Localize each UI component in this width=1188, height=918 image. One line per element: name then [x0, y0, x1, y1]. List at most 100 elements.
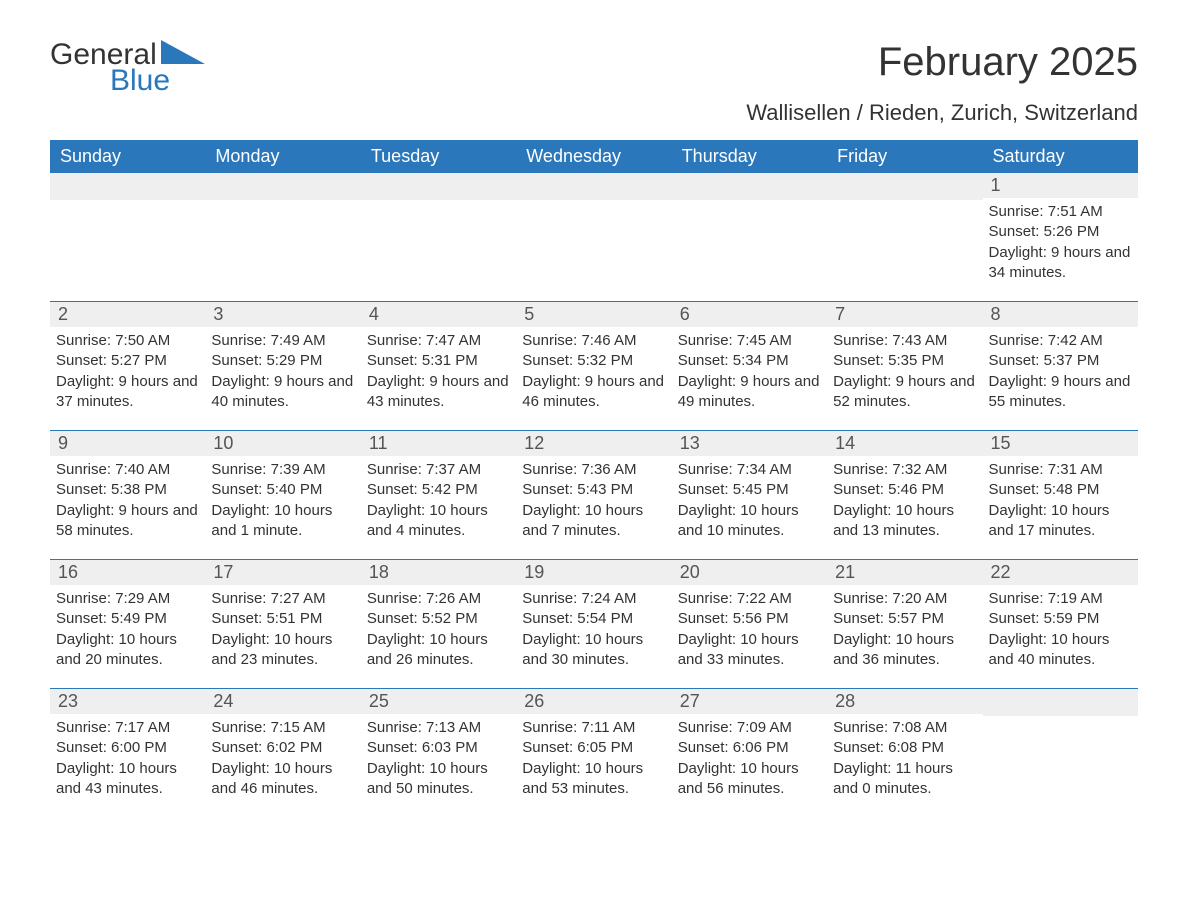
day-content: Sunrise: 7:15 AMSunset: 6:02 PMDaylight:…	[205, 714, 360, 807]
sunset-text: Sunset: 5:54 PM	[522, 609, 665, 629]
day-number: 26	[516, 689, 671, 714]
day-content: Sunrise: 7:27 AMSunset: 5:51 PMDaylight:…	[205, 585, 360, 678]
sunset-text: Sunset: 6:05 PM	[522, 738, 665, 758]
day-cell	[361, 173, 516, 301]
day-content: Sunrise: 7:36 AMSunset: 5:43 PMDaylight:…	[516, 456, 671, 549]
day-number: 4	[361, 302, 516, 327]
sunset-text: Sunset: 5:48 PM	[989, 480, 1132, 500]
day-cell: 11Sunrise: 7:37 AMSunset: 5:42 PMDayligh…	[361, 431, 516, 559]
sunset-text: Sunset: 5:32 PM	[522, 351, 665, 371]
daylight-text: Daylight: 10 hours and 30 minutes.	[522, 630, 665, 671]
day-content: Sunrise: 7:20 AMSunset: 5:57 PMDaylight:…	[827, 585, 982, 678]
sunset-text: Sunset: 5:35 PM	[833, 351, 976, 371]
day-number: 9	[50, 431, 205, 456]
day-cell	[827, 173, 982, 301]
daylight-text: Daylight: 10 hours and 56 minutes.	[678, 759, 821, 800]
daylight-text: Daylight: 9 hours and 46 minutes.	[522, 372, 665, 413]
day-content: Sunrise: 7:34 AMSunset: 5:45 PMDaylight:…	[672, 456, 827, 549]
sunset-text: Sunset: 5:38 PM	[56, 480, 199, 500]
sunrise-text: Sunrise: 7:27 AM	[211, 589, 354, 609]
sunset-text: Sunset: 6:00 PM	[56, 738, 199, 758]
day-content: Sunrise: 7:32 AMSunset: 5:46 PMDaylight:…	[827, 456, 982, 549]
day-content: Sunrise: 7:22 AMSunset: 5:56 PMDaylight:…	[672, 585, 827, 678]
day-cell: 23Sunrise: 7:17 AMSunset: 6:00 PMDayligh…	[50, 689, 205, 817]
week-row: 9Sunrise: 7:40 AMSunset: 5:38 PMDaylight…	[50, 430, 1138, 559]
daylight-text: Daylight: 9 hours and 52 minutes.	[833, 372, 976, 413]
daylight-text: Daylight: 10 hours and 50 minutes.	[367, 759, 510, 800]
day-cell	[50, 173, 205, 301]
day-content: Sunrise: 7:08 AMSunset: 6:08 PMDaylight:…	[827, 714, 982, 807]
week-row: 23Sunrise: 7:17 AMSunset: 6:00 PMDayligh…	[50, 688, 1138, 817]
day-number: 17	[205, 560, 360, 585]
sunrise-text: Sunrise: 7:34 AM	[678, 460, 821, 480]
sunrise-text: Sunrise: 7:31 AM	[989, 460, 1132, 480]
day-content: Sunrise: 7:43 AMSunset: 5:35 PMDaylight:…	[827, 327, 982, 420]
sunrise-text: Sunrise: 7:20 AM	[833, 589, 976, 609]
day-cell	[672, 173, 827, 301]
sunrise-text: Sunrise: 7:47 AM	[367, 331, 510, 351]
week-row: 16Sunrise: 7:29 AMSunset: 5:49 PMDayligh…	[50, 559, 1138, 688]
day-cell: 2Sunrise: 7:50 AMSunset: 5:27 PMDaylight…	[50, 302, 205, 430]
sunrise-text: Sunrise: 7:37 AM	[367, 460, 510, 480]
day-cell: 4Sunrise: 7:47 AMSunset: 5:31 PMDaylight…	[361, 302, 516, 430]
day-number: 23	[50, 689, 205, 714]
day-content: Sunrise: 7:40 AMSunset: 5:38 PMDaylight:…	[50, 456, 205, 549]
day-cell	[205, 173, 360, 301]
sunset-text: Sunset: 5:34 PM	[678, 351, 821, 371]
day-number	[205, 173, 360, 200]
day-content: Sunrise: 7:31 AMSunset: 5:48 PMDaylight:…	[983, 456, 1138, 549]
day-content: Sunrise: 7:45 AMSunset: 5:34 PMDaylight:…	[672, 327, 827, 420]
day-number: 25	[361, 689, 516, 714]
sunset-text: Sunset: 6:02 PM	[211, 738, 354, 758]
day-number	[827, 173, 982, 200]
day-number: 5	[516, 302, 671, 327]
day-content: Sunrise: 7:24 AMSunset: 5:54 PMDaylight:…	[516, 585, 671, 678]
sunrise-text: Sunrise: 7:39 AM	[211, 460, 354, 480]
week-row: 2Sunrise: 7:50 AMSunset: 5:27 PMDaylight…	[50, 301, 1138, 430]
day-cell: 14Sunrise: 7:32 AMSunset: 5:46 PMDayligh…	[827, 431, 982, 559]
day-cell: 7Sunrise: 7:43 AMSunset: 5:35 PMDaylight…	[827, 302, 982, 430]
sunrise-text: Sunrise: 7:50 AM	[56, 331, 199, 351]
day-content: Sunrise: 7:19 AMSunset: 5:59 PMDaylight:…	[983, 585, 1138, 678]
sunrise-text: Sunrise: 7:32 AM	[833, 460, 976, 480]
daylight-text: Daylight: 9 hours and 37 minutes.	[56, 372, 199, 413]
day-number: 19	[516, 560, 671, 585]
day-content: Sunrise: 7:39 AMSunset: 5:40 PMDaylight:…	[205, 456, 360, 549]
month-title: February 2025	[878, 40, 1138, 85]
day-cell: 24Sunrise: 7:15 AMSunset: 6:02 PMDayligh…	[205, 689, 360, 817]
weekday-header: Friday	[827, 140, 982, 173]
day-number: 14	[827, 431, 982, 456]
day-cell: 10Sunrise: 7:39 AMSunset: 5:40 PMDayligh…	[205, 431, 360, 559]
sunrise-text: Sunrise: 7:46 AM	[522, 331, 665, 351]
sunrise-text: Sunrise: 7:51 AM	[989, 202, 1132, 222]
day-cell: 20Sunrise: 7:22 AMSunset: 5:56 PMDayligh…	[672, 560, 827, 688]
day-cell: 21Sunrise: 7:20 AMSunset: 5:57 PMDayligh…	[827, 560, 982, 688]
daylight-text: Daylight: 9 hours and 49 minutes.	[678, 372, 821, 413]
day-number: 21	[827, 560, 982, 585]
day-cell: 13Sunrise: 7:34 AMSunset: 5:45 PMDayligh…	[672, 431, 827, 559]
daylight-text: Daylight: 10 hours and 10 minutes.	[678, 501, 821, 542]
daylight-text: Daylight: 10 hours and 33 minutes.	[678, 630, 821, 671]
sunset-text: Sunset: 5:29 PM	[211, 351, 354, 371]
sunset-text: Sunset: 5:42 PM	[367, 480, 510, 500]
sunset-text: Sunset: 5:56 PM	[678, 609, 821, 629]
daylight-text: Daylight: 9 hours and 58 minutes.	[56, 501, 199, 542]
daylight-text: Daylight: 10 hours and 40 minutes.	[989, 630, 1132, 671]
daylight-text: Daylight: 9 hours and 55 minutes.	[989, 372, 1132, 413]
day-cell: 3Sunrise: 7:49 AMSunset: 5:29 PMDaylight…	[205, 302, 360, 430]
calendar: SundayMondayTuesdayWednesdayThursdayFrid…	[50, 140, 1138, 817]
day-number: 28	[827, 689, 982, 714]
day-number: 10	[205, 431, 360, 456]
sunset-text: Sunset: 6:06 PM	[678, 738, 821, 758]
day-content: Sunrise: 7:13 AMSunset: 6:03 PMDaylight:…	[361, 714, 516, 807]
day-number: 24	[205, 689, 360, 714]
day-cell: 9Sunrise: 7:40 AMSunset: 5:38 PMDaylight…	[50, 431, 205, 559]
day-cell: 8Sunrise: 7:42 AMSunset: 5:37 PMDaylight…	[983, 302, 1138, 430]
sunrise-text: Sunrise: 7:36 AM	[522, 460, 665, 480]
day-cell: 6Sunrise: 7:45 AMSunset: 5:34 PMDaylight…	[672, 302, 827, 430]
sunset-text: Sunset: 5:52 PM	[367, 609, 510, 629]
day-content: Sunrise: 7:37 AMSunset: 5:42 PMDaylight:…	[361, 456, 516, 549]
day-number: 3	[205, 302, 360, 327]
day-cell: 5 Sunrise: 7:46 AMSunset: 5:32 PMDaylight…	[516, 302, 671, 430]
day-number: 8	[983, 302, 1138, 327]
